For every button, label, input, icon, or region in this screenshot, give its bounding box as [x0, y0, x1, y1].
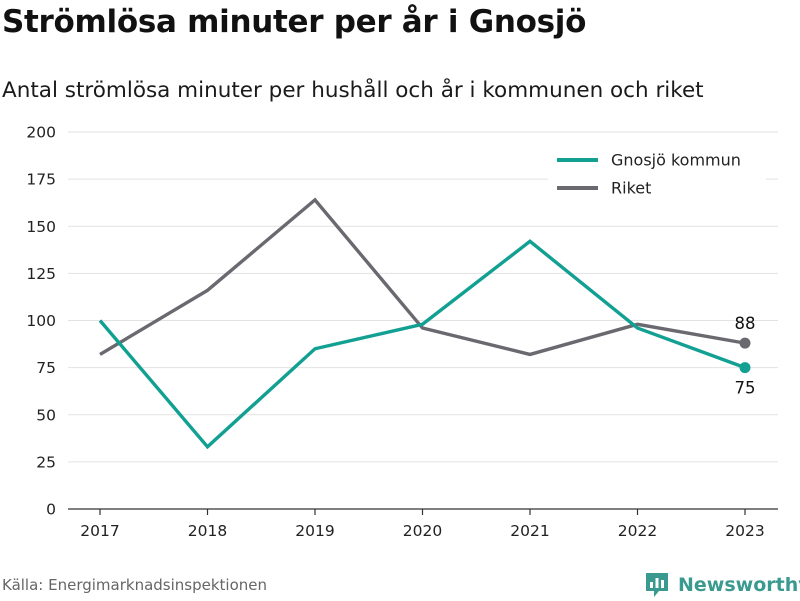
y-tick-label: 50 [36, 406, 56, 424]
x-tick-label: 2023 [725, 522, 764, 540]
x-tick-label: 2019 [295, 522, 334, 540]
x-tick-label: 2017 [80, 522, 119, 540]
brand-name: Newsworthy [678, 574, 800, 596]
y-tick-label: 25 [36, 453, 56, 471]
series-end-point [739, 362, 751, 374]
end-value-label: 88 [735, 314, 756, 333]
chart-subtitle: Antal strömlösa minuter per hushåll och … [2, 78, 704, 103]
y-tick-label: 0 [46, 501, 56, 519]
x-tick-label: 2021 [510, 522, 549, 540]
series-end-point [739, 337, 751, 349]
source-note: Källa: Energimarknadsinspektionen [2, 576, 268, 594]
newsworthy-logo-icon [646, 573, 668, 597]
y-tick-label: 175 [26, 171, 56, 189]
brand-logo: Newsworthy [644, 569, 800, 601]
end-value-label: 75 [735, 379, 756, 398]
series-line-gnosjo [98, 239, 746, 450]
legend-label: Gnosjö kommun [611, 151, 741, 170]
chart-title: Strömlösa minuter per år i Gnosjö [2, 4, 587, 40]
y-tick-label: 125 [26, 265, 56, 283]
y-tick-label: 100 [26, 312, 56, 330]
x-tick-label: 2022 [618, 522, 657, 540]
legend-background [548, 146, 766, 202]
legend-label: Riket [611, 179, 651, 198]
y-tick-label: 200 [26, 124, 56, 142]
line-chart: 0 25 50 75 100 125 150 175 200 2017 2018 2019 2020 20… [26, 124, 778, 540]
x-tick-label: 2020 [403, 522, 442, 540]
x-tick-label: 2018 [188, 522, 227, 540]
y-tick-label: 75 [36, 359, 56, 377]
y-tick-label: 150 [26, 218, 56, 236]
series-line-riket [99, 197, 746, 357]
